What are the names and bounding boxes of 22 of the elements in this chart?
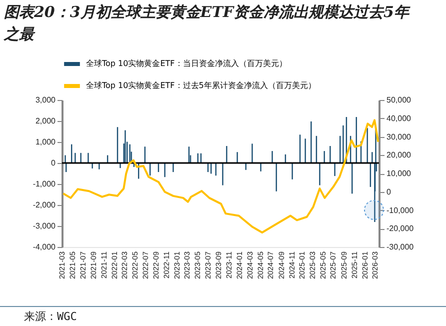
y-tick-label: 1,000 xyxy=(35,138,56,146)
y-tick-label: -4,000 xyxy=(32,242,56,252)
y-tick-label: -3,000 xyxy=(32,222,56,230)
y2-tick-label: -20,000 xyxy=(386,224,414,234)
y2-tick-label: -10,000 xyxy=(386,206,414,215)
y-tick-label: 2,000 xyxy=(35,116,56,126)
y2-tick-label: 20,000 xyxy=(386,150,412,160)
y2-tick-label: 30,000 xyxy=(386,132,412,142)
y-tick-label: 0 xyxy=(51,158,56,168)
y2-tick-label: -30,000 xyxy=(386,242,414,252)
y-tick-label: 3,000 xyxy=(35,96,56,104)
y-tick-label: -1,000 xyxy=(32,180,56,188)
y2-tick-label: 40,000 xyxy=(386,114,412,123)
legend-label: 全球Top 10实物黄金ETF：当日资金净流入（百万美元） xyxy=(86,59,287,68)
chart-title: 图表20：3月初全球主要黄金ETF资金净流出规模达过去5年之最 xyxy=(4,2,412,45)
line-series xyxy=(62,119,380,234)
legend-label: 全球Top 10实物黄金ETF：过去5年累计资金净流入（百万美元） xyxy=(86,81,316,90)
y-tick-label: -2,000 xyxy=(32,200,56,210)
y2-tick-label: 0 xyxy=(386,187,392,196)
y2-tick-label: 10,000 xyxy=(386,169,412,178)
source-note: 来源：WGC xyxy=(24,309,77,324)
y2-tick-label: 50,000 xyxy=(386,96,412,104)
